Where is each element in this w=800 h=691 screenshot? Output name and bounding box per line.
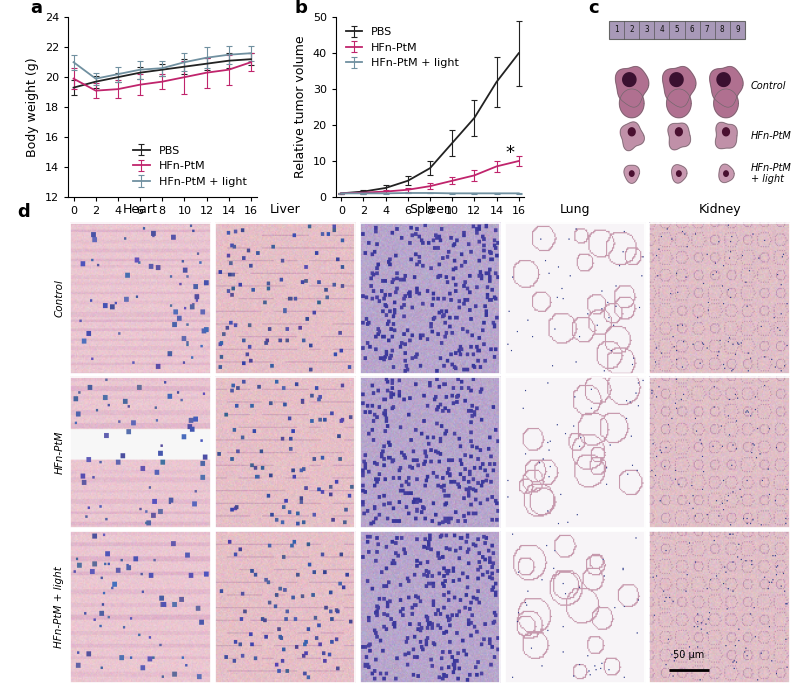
Polygon shape — [677, 171, 681, 176]
Text: 3: 3 — [645, 26, 649, 35]
Bar — [505, 223, 645, 374]
Bar — [70, 223, 210, 374]
Text: Control: Control — [54, 279, 64, 317]
X-axis label: Time (day): Time (day) — [129, 222, 196, 234]
Polygon shape — [717, 73, 730, 86]
Bar — [650, 531, 790, 683]
Text: HFn-PtM: HFn-PtM — [54, 431, 64, 474]
Polygon shape — [630, 171, 634, 176]
Text: Kidney: Kidney — [698, 203, 741, 216]
Text: Liver: Liver — [270, 203, 301, 216]
Polygon shape — [722, 128, 730, 135]
Polygon shape — [710, 66, 743, 107]
Text: Lung: Lung — [559, 203, 590, 216]
Text: 6: 6 — [690, 26, 694, 35]
Text: d: d — [18, 202, 30, 220]
Bar — [215, 531, 355, 683]
Text: a: a — [30, 0, 42, 17]
Y-axis label: Relative tumor volume: Relative tumor volume — [294, 36, 307, 178]
Text: 5: 5 — [674, 26, 679, 35]
Text: Spleen: Spleen — [409, 203, 451, 216]
Bar — [70, 377, 210, 529]
Text: 7: 7 — [705, 26, 710, 35]
Polygon shape — [715, 122, 737, 149]
Polygon shape — [668, 123, 690, 150]
Bar — [650, 223, 790, 374]
Polygon shape — [672, 164, 687, 183]
Bar — [650, 377, 790, 529]
Polygon shape — [662, 66, 696, 107]
Text: HFn-PtM + light: HFn-PtM + light — [54, 566, 64, 648]
Bar — [360, 223, 500, 374]
Polygon shape — [675, 128, 682, 135]
Bar — [360, 377, 500, 529]
Text: 4: 4 — [659, 26, 664, 35]
Polygon shape — [615, 66, 649, 107]
Text: 50 μm: 50 μm — [674, 650, 705, 660]
Bar — [70, 531, 210, 683]
Polygon shape — [666, 89, 691, 117]
Polygon shape — [719, 164, 734, 182]
Text: Heart: Heart — [123, 203, 158, 216]
Text: 2: 2 — [630, 26, 634, 35]
Bar — [505, 531, 645, 683]
Polygon shape — [620, 122, 644, 151]
Y-axis label: Body weight (g): Body weight (g) — [26, 57, 39, 157]
Text: 1: 1 — [614, 26, 619, 35]
Text: HFn-PtM: HFn-PtM — [750, 131, 791, 141]
Text: b: b — [294, 0, 307, 17]
Polygon shape — [714, 89, 738, 117]
Text: 9: 9 — [735, 26, 740, 35]
Text: *: * — [506, 144, 514, 162]
Bar — [360, 531, 500, 683]
Bar — [609, 21, 745, 39]
Bar — [505, 377, 645, 529]
Text: c: c — [588, 0, 599, 17]
Polygon shape — [628, 128, 635, 135]
Bar — [215, 223, 355, 374]
Polygon shape — [724, 171, 728, 176]
Bar — [215, 377, 355, 529]
Text: 8: 8 — [720, 26, 725, 35]
Text: HFn-PtM
+ light: HFn-PtM + light — [750, 163, 791, 184]
Polygon shape — [670, 73, 683, 86]
Polygon shape — [622, 73, 636, 86]
Polygon shape — [619, 89, 644, 117]
Legend: PBS, HFn-PtM, HFn-PtM + light: PBS, HFn-PtM, HFn-PtM + light — [129, 142, 251, 191]
Polygon shape — [624, 165, 639, 183]
X-axis label: Time (day): Time (day) — [396, 222, 464, 234]
Legend: PBS, HFn-PtM, HFn-PtM + light: PBS, HFn-PtM, HFn-PtM + light — [342, 23, 464, 73]
Text: Control: Control — [750, 81, 786, 91]
